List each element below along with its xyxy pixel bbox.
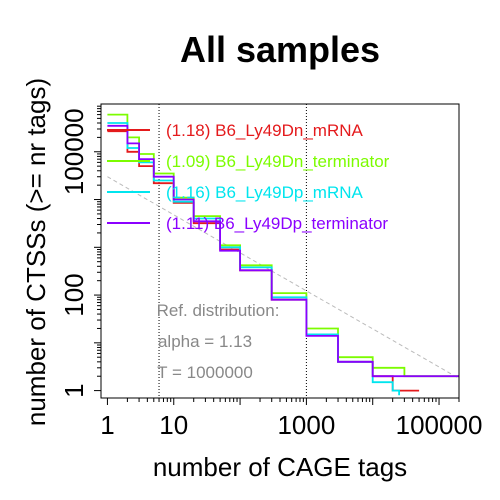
- y-axis-label: number of CTSSs (>= nr tags): [21, 78, 51, 426]
- legend: (1.18) B6_Ly49Dn_mRNA (1.09) B6_Ly49Dn_te…: [107, 121, 390, 233]
- x-tick-label: 10: [159, 410, 188, 440]
- x-tick-label: 100000: [396, 410, 483, 440]
- y-axis: 1 100 100000: [59, 105, 102, 398]
- plot-area: [100, 103, 460, 399]
- reference-alpha: alpha = 1.13: [158, 332, 252, 351]
- reference-annotation: Ref. distribution: alpha = 1.13 T = 1000…: [157, 301, 280, 382]
- x-axis-label: number of CAGE tags: [153, 452, 407, 482]
- reference-label: Ref. distribution:: [157, 301, 280, 320]
- x-axis: 1 10 1000 100000: [100, 397, 483, 440]
- legend-label: (1.16) B6_Ly49Dp_mRNA: [166, 183, 364, 202]
- y-tick-label: 100: [59, 273, 89, 316]
- y-tick-label: 1: [59, 383, 89, 397]
- x-tick-label: 1: [100, 410, 114, 440]
- series-line-4: [107, 124, 459, 378]
- reference-total: T = 1000000: [157, 363, 253, 382]
- chart-title: All samples: [180, 29, 380, 70]
- y-tick-label: 100000: [59, 108, 89, 195]
- series-lines: [107, 113, 459, 396]
- legend-label: (1.09) B6_Ly49Dn_terminator: [166, 152, 390, 171]
- x-tick-label: 1000: [277, 410, 335, 440]
- plot-frame: [100, 103, 460, 399]
- legend-label: (1.11) B6_Ly49Dp_terminator: [166, 214, 388, 233]
- vertical-lines: [158, 104, 307, 398]
- legend-label: (1.18) B6_Ly49Dn_mRNA: [166, 121, 364, 140]
